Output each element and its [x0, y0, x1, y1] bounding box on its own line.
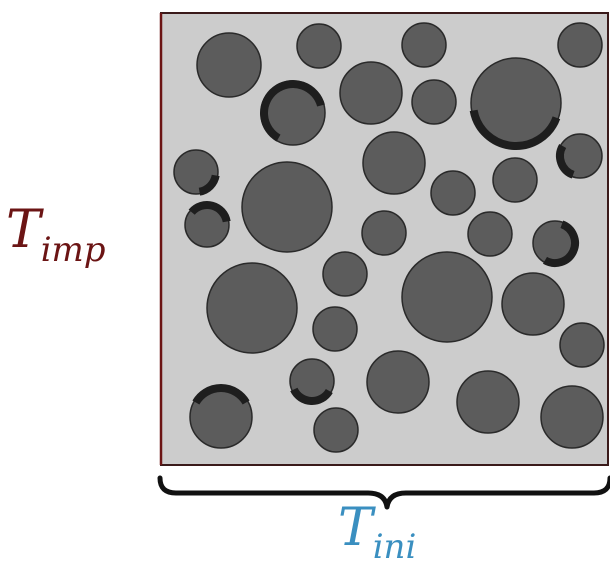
label-t-imp-main: T	[6, 200, 44, 260]
particle	[312, 306, 358, 352]
interface-arc	[543, 220, 579, 267]
particle	[430, 170, 476, 216]
interface-arc	[192, 384, 250, 405]
particle	[173, 149, 219, 195]
label-t-imp-sub: imp	[41, 230, 106, 270]
particle	[467, 211, 513, 257]
particle	[557, 22, 603, 68]
particle	[366, 350, 430, 414]
particle	[362, 131, 426, 195]
particle	[401, 251, 493, 343]
label-t-ini-main: T	[338, 498, 376, 558]
particle	[322, 251, 368, 297]
particle	[401, 22, 447, 68]
particle	[296, 23, 342, 69]
particle	[411, 79, 457, 125]
particle	[241, 161, 333, 253]
interface-arcs-layer	[188, 80, 579, 405]
particles-layer	[173, 22, 605, 453]
particle	[456, 370, 520, 434]
particle	[339, 61, 403, 125]
particle	[361, 210, 407, 256]
interface-arc	[198, 174, 220, 196]
horizontal-brace	[157, 475, 610, 510]
particle	[196, 32, 262, 98]
interface-arc	[469, 109, 561, 150]
particle	[559, 322, 605, 368]
particle	[313, 407, 359, 453]
label-t-imp: Timp	[6, 200, 106, 270]
interface-arc	[556, 144, 575, 179]
particle	[492, 157, 538, 203]
interface-arc	[290, 387, 333, 405]
interface-arc	[188, 201, 231, 223]
particle	[501, 272, 565, 336]
label-t-ini-sub: ini	[373, 527, 417, 563]
particle	[540, 385, 604, 449]
particle	[206, 262, 298, 354]
label-t-ini: Tini	[338, 498, 416, 563]
interface-arc	[260, 80, 325, 142]
